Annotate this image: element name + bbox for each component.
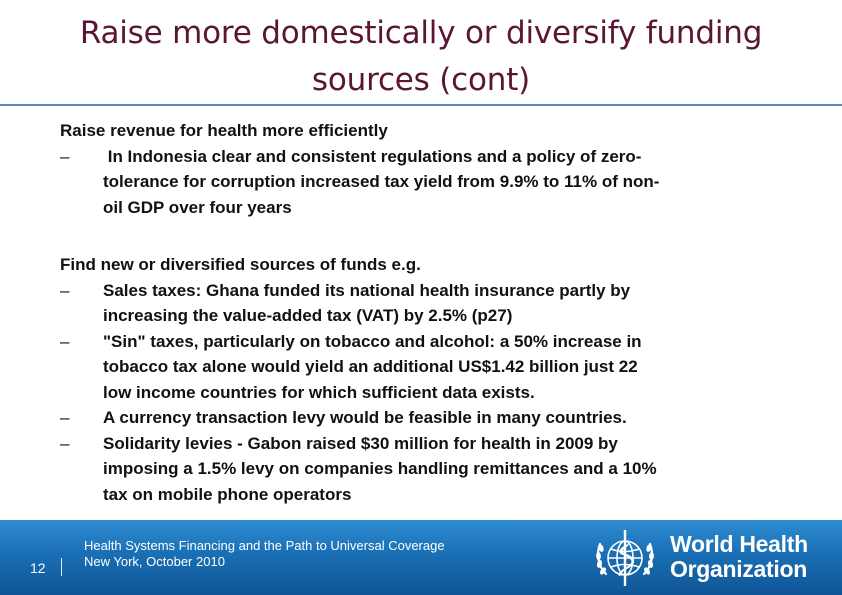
bullet-line: increasing the value-added tax (VAT) by … (103, 306, 513, 325)
bullet-line: oil GDP over four years (103, 197, 292, 217)
section-heading: Find new or diversified sources of funds… (60, 255, 421, 274)
bullet-solidarity-levies: – Solidarity levies - Gabon raised $30 m… (60, 431, 780, 508)
organization-name: World Health Organization (670, 532, 808, 582)
bullet-dash: – (60, 280, 70, 300)
bullet-line: In Indonesia clear and consistent regula… (103, 146, 642, 166)
who-emblem-icon (596, 530, 654, 586)
bullet-dash: – (60, 408, 70, 427)
slide-title-line-1: Raise more domestically or diversify fun… (79, 15, 763, 51)
bullet-line: low income countries for which sufficien… (103, 382, 535, 402)
bullet-line: tobacco tax alone would yield an additio… (103, 357, 638, 376)
title-divider (0, 104, 842, 106)
bullet-line: tax on mobile phone operators (103, 484, 352, 504)
bullet-line: "Sin" taxes, particularly on tobacco and… (103, 331, 642, 351)
bullet-line: Sales taxes: Ghana funded its national h… (103, 280, 631, 300)
footer-caption-line-2: New York, October 2010 (84, 554, 225, 569)
slide-title: Raise more domestically or diversify fun… (20, 10, 822, 104)
bullet-dash: – (60, 433, 70, 453)
footer-caption: Health Systems Financing and the Path to… (84, 538, 445, 570)
slide-footer: 12 Health Systems Financing and the Path… (0, 520, 842, 595)
slide-body: Raise revenue for health more efficientl… (60, 118, 780, 507)
section-diversify: Find new or diversified sources of funds… (60, 252, 780, 507)
section-efficiency: Raise revenue for health more efficientl… (60, 118, 780, 220)
bullet-sales-taxes: – Sales taxes: Ghana funded its national… (60, 278, 780, 329)
bullet-currency-levy: – A currency transaction levy would be f… (60, 405, 780, 431)
bullet-dash: – (60, 146, 70, 166)
bullet-indonesia: – In Indonesia clear and consistent regu… (60, 144, 780, 221)
footer-caption-line-1: Health Systems Financing and the Path to… (84, 538, 445, 553)
section-spacer (60, 220, 780, 252)
bullet-line: Solidarity levies - Gabon raised $30 mil… (103, 433, 618, 453)
organization-name-line-1: World Health (670, 531, 808, 557)
section-heading: Raise revenue for health more efficientl… (60, 121, 388, 140)
page-number: 12 (30, 560, 46, 576)
bullet-line: A currency transaction levy would be fea… (103, 408, 627, 427)
bullet-line: tolerance for corruption increased tax y… (103, 172, 660, 191)
footer-separator (61, 558, 62, 576)
slide-title-line-2: sources (cont) (311, 62, 531, 98)
bullet-line: imposing a 1.5% levy on companies handli… (103, 459, 657, 478)
organization-name-line-2: Organization (670, 556, 807, 582)
bullet-sin-taxes: – "Sin" taxes, particularly on tobacco a… (60, 329, 780, 406)
bullet-dash: – (60, 331, 70, 351)
